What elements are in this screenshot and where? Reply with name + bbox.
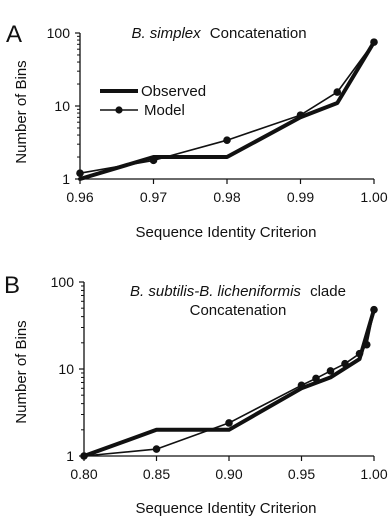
series-observed-line-a xyxy=(78,40,376,181)
panel-b-title: B. subtilis-B. licheniformis clade xyxy=(130,283,346,300)
panel-a-title-plain: Concatenation xyxy=(210,25,307,42)
x-tick-label: 0.96 xyxy=(66,189,93,205)
y-tick-label: 1 xyxy=(66,448,74,464)
x-tick-label: 0.97 xyxy=(140,189,167,205)
panel-label-a: A xyxy=(6,21,22,48)
series-model-point xyxy=(152,445,161,453)
series-model-point xyxy=(355,349,364,358)
panel-a-ylabel: Number of Bins xyxy=(13,60,30,163)
panel-a-title-italic: B. simplex xyxy=(131,25,201,42)
x-tick-label: 0.80 xyxy=(70,466,97,482)
x-tick-label: 1.00 xyxy=(360,189,387,205)
panel-b-series xyxy=(80,305,378,460)
x-tick-label: 0.98 xyxy=(213,189,240,205)
series-model-point xyxy=(333,88,342,96)
panel-b-title-line2: Concatenation xyxy=(190,302,287,319)
series-model-line-a xyxy=(79,41,375,174)
legend-model-label: Model xyxy=(144,102,185,119)
series-model-point xyxy=(76,169,84,178)
x-tick-label: 0.85 xyxy=(143,466,170,482)
y-tick-label: 10 xyxy=(58,361,74,377)
x-tick-label: 0.99 xyxy=(287,189,314,205)
series-model-point xyxy=(362,340,371,349)
series-model-point xyxy=(370,305,378,314)
series-model-point xyxy=(223,136,231,145)
legend-observed-label: Observed xyxy=(141,83,206,100)
y-tick-label: 1 xyxy=(62,171,70,187)
panel-b-axes: 0.80 0.85 0.90 0.95 1.00 1 10 100 xyxy=(51,274,388,482)
panel-b-xlabel: Sequence Identity Criterion xyxy=(136,500,317,517)
panel-b-title-plain: clade xyxy=(310,283,346,300)
series-model-line-b xyxy=(83,308,375,457)
series-model-point xyxy=(297,381,306,390)
panel-a-axes: 0.96 0.97 0.98 0.99 1.00 1 10 100 xyxy=(47,25,388,205)
panel-a-series xyxy=(76,38,378,181)
series-observed-line-b xyxy=(82,307,376,458)
legend-model-marker xyxy=(115,106,123,114)
series-model-point xyxy=(341,359,349,368)
y-tick-label: 100 xyxy=(51,274,75,290)
series-model-point xyxy=(80,452,88,460)
panel-b-ylabel: Number of Bins xyxy=(13,320,30,423)
panel-b-title-italic: B. subtilis-B. licheniformis xyxy=(130,283,301,300)
y-tick-label: 100 xyxy=(47,25,71,41)
panel-a-title: B. simplex Concatenation xyxy=(131,25,306,42)
x-tick-label: 0.90 xyxy=(215,466,242,482)
x-tick-label: 1.00 xyxy=(360,466,387,482)
series-model-point xyxy=(370,38,378,46)
y-tick-label: 10 xyxy=(54,98,70,114)
series-model-point xyxy=(149,156,158,165)
series-model-point xyxy=(225,419,233,427)
series-model-point xyxy=(326,367,335,375)
x-tick-label: 0.95 xyxy=(288,466,315,482)
panel-a-xlabel: Sequence Identity Criterion xyxy=(136,224,317,241)
panel-label-b: B xyxy=(4,272,20,299)
series-model-point xyxy=(296,111,305,119)
panel-a: A B. simplex Concatenation Number of Bin… xyxy=(6,21,388,241)
series-model-point xyxy=(312,374,320,383)
panel-b: B B. subtilis-B. licheniformis clade Con… xyxy=(4,272,388,517)
legend: Observed Model xyxy=(100,83,206,119)
